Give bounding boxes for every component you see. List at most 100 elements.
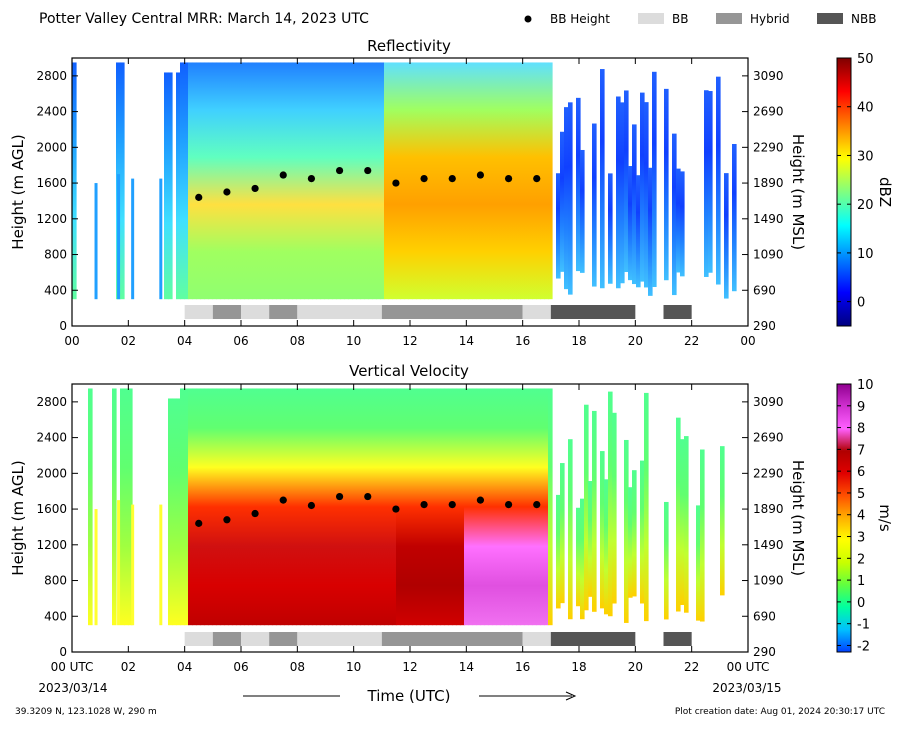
field-strip — [664, 88, 669, 281]
y2-tick-label: 690 — [753, 609, 776, 623]
y2-tick-label: 290 — [753, 645, 776, 659]
bb-height-point — [504, 501, 513, 509]
field-strip — [484, 62, 489, 300]
legend-swatch-nbb — [817, 13, 843, 24]
field-strip — [560, 463, 565, 604]
field-strip — [612, 412, 617, 604]
field-strip — [272, 62, 277, 300]
x-tick-label: 10 — [346, 660, 361, 674]
field-strip — [592, 123, 597, 287]
bb-type-segment-bb — [241, 632, 270, 646]
field-strip — [632, 124, 637, 285]
field-strip — [388, 388, 393, 626]
field-strip — [192, 388, 197, 626]
y2-tick-label: 3090 — [753, 69, 784, 83]
field-strip — [428, 388, 433, 626]
field-strip — [376, 62, 381, 300]
y2-tick-label: 3090 — [753, 395, 784, 409]
field-strip — [500, 62, 505, 300]
bb-height-point — [448, 501, 456, 509]
field-strip — [172, 398, 177, 626]
field-strip — [248, 62, 253, 300]
y-tick-label: 2000 — [36, 140, 67, 154]
field-strip — [592, 410, 597, 612]
field-strip — [404, 62, 409, 300]
reflectivity-title: Reflectivity — [367, 37, 451, 55]
field-strip — [472, 62, 477, 300]
field-strip — [460, 62, 465, 300]
field-strip — [548, 388, 553, 626]
field-strip — [492, 62, 497, 300]
field-strip — [320, 62, 325, 300]
bb-height-point — [420, 175, 428, 183]
field-strip — [676, 417, 681, 612]
field-strip — [520, 388, 525, 626]
field-strip — [188, 62, 193, 300]
field-strip — [88, 388, 93, 626]
y2-tick-label: 2690 — [753, 431, 784, 445]
field-strip — [624, 90, 629, 273]
field-strip — [220, 388, 225, 626]
field-strip — [212, 62, 217, 300]
x-tick-label: 12 — [402, 660, 417, 674]
bb-type-segment-hybrid — [212, 632, 241, 646]
bb-type-segment-bb — [241, 305, 270, 319]
field-strip — [252, 388, 257, 626]
x-tick-label: 14 — [459, 660, 474, 674]
y2-tick-label: 1090 — [753, 574, 784, 588]
reflectivity-y2label: Height (m MSL) — [789, 134, 807, 250]
field-strip — [288, 388, 293, 626]
field-strip — [488, 62, 493, 300]
field-strip — [128, 388, 133, 626]
start-date-label: 2023/03/14 — [38, 681, 107, 695]
y-tick-label: 2800 — [36, 69, 67, 83]
isolated-echo — [94, 183, 98, 300]
field-strip — [636, 175, 641, 288]
x-tick-label: 06 — [233, 660, 248, 674]
bb-type-segment-nbb — [663, 305, 692, 319]
field-strip — [664, 501, 669, 620]
field-strip — [352, 388, 357, 626]
x-tick-label: 04 — [177, 660, 192, 674]
field-strip — [224, 388, 229, 626]
isolated-echo — [94, 509, 98, 626]
field-strip — [512, 62, 517, 300]
field-strip — [400, 388, 405, 626]
field-strip — [176, 72, 181, 300]
field-strip — [336, 388, 341, 626]
field-strip — [608, 173, 613, 284]
field-strip — [576, 97, 581, 272]
bb-height-point — [251, 184, 259, 193]
bb-height-point — [335, 166, 344, 175]
y2-tick-label: 2290 — [753, 466, 784, 480]
bb-height-point — [364, 492, 372, 501]
velocity-colorbar-label: m/s — [876, 504, 894, 532]
x-tick-label: 20 — [628, 334, 643, 348]
y2-tick-label: 1890 — [753, 176, 784, 190]
y-tick-label: 0 — [59, 319, 67, 333]
field-strip — [480, 62, 485, 300]
x-tick-label: 00 — [740, 334, 755, 348]
field-strip — [384, 62, 389, 300]
field-strip — [232, 388, 237, 626]
field-strip — [444, 62, 449, 300]
legend-swatch-hybrid — [716, 13, 742, 24]
field-strip — [720, 446, 725, 596]
field-strip — [312, 62, 317, 300]
x-tick-label: 08 — [290, 660, 305, 674]
field-strip — [340, 62, 345, 300]
field-strip — [324, 62, 329, 300]
isolated-echo — [117, 500, 121, 626]
field-strip — [336, 62, 341, 300]
y-tick-label: 1200 — [36, 212, 67, 226]
field-strip — [376, 388, 381, 626]
field-strip — [620, 102, 625, 284]
y-tick-label: 1600 — [36, 176, 67, 190]
field-strip — [304, 388, 309, 626]
field-strip — [276, 62, 281, 300]
bb-height-point — [195, 193, 203, 201]
field-strip — [408, 62, 413, 300]
field-strip — [332, 62, 337, 300]
field-strip — [256, 62, 261, 300]
